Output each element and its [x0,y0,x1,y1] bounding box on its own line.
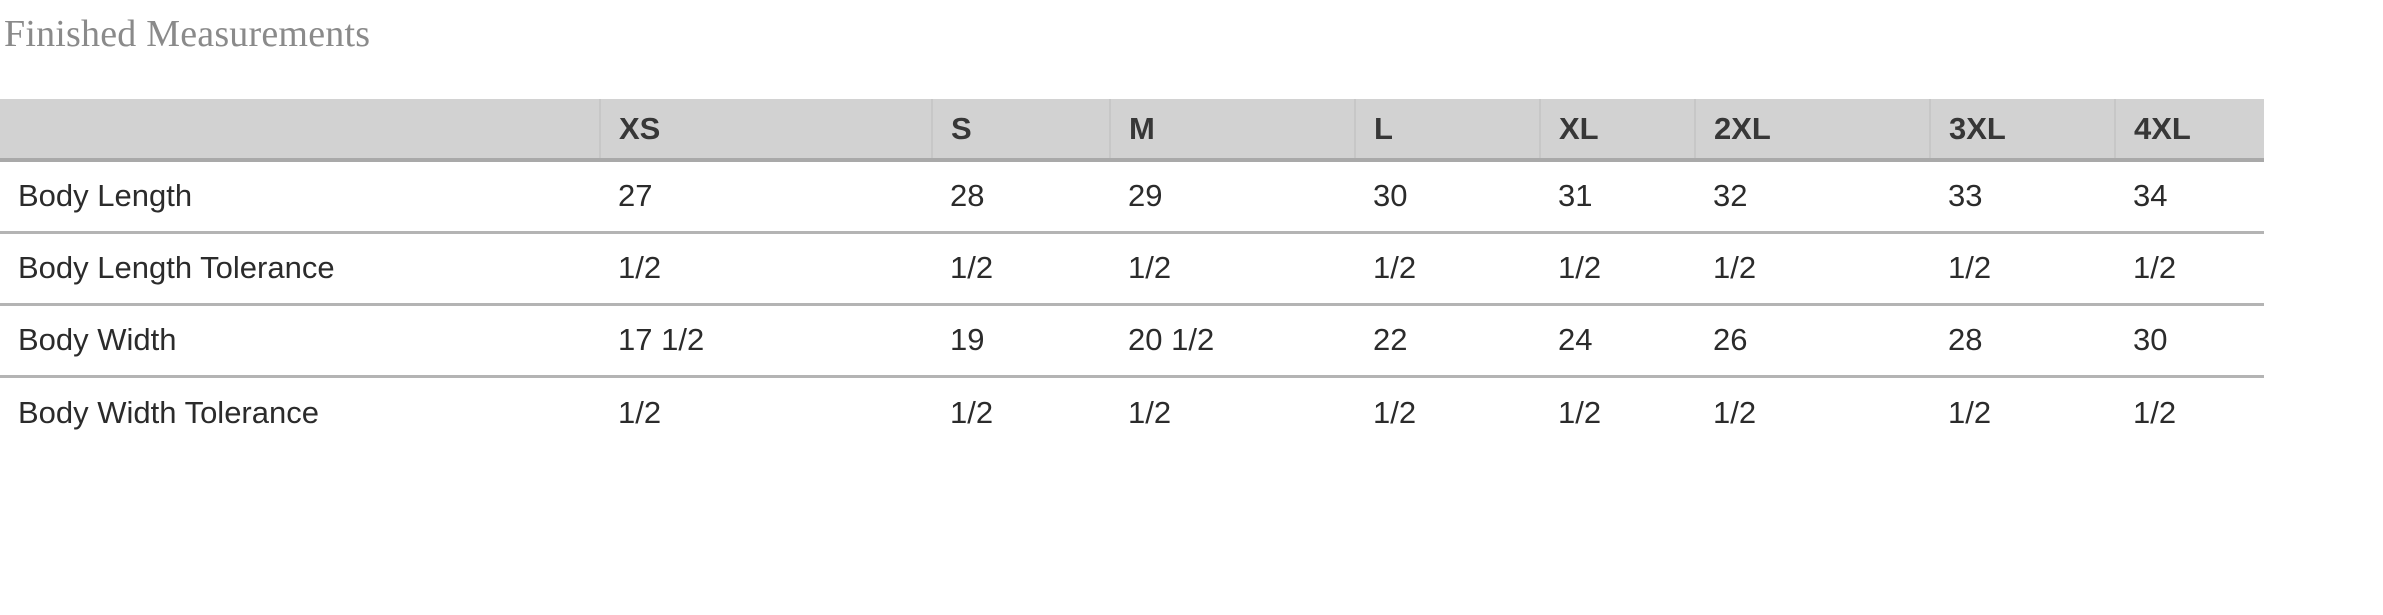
cell-s: 1/2 [932,232,1110,306]
column-header-m[interactable]: M [1109,99,1355,162]
cell-l: 22 [1355,304,1540,378]
cell-m: 20 1/2 [1110,304,1355,378]
row-label: Body Width [0,304,600,378]
column-header-xs[interactable]: XS [599,99,932,162]
cell-l: 30 [1355,160,1540,234]
cell-3xl: 1/2 [1948,394,1992,430]
cell-m: 29 [1110,160,1355,234]
cell-s: 19 [932,304,1110,378]
cell-4xl: 30 [2115,304,2264,378]
column-header-measurement [0,99,600,162]
column-header-xl[interactable]: XL [1539,99,1695,162]
cell-l: 1/2 [1373,394,1417,430]
cell-xl: 1/2 [1558,394,1602,430]
cell-m: 1/2 [1110,232,1355,306]
column-header-4xl[interactable]: 4XL [2114,99,2264,162]
cell-2xl: 1/2 [1695,232,1930,306]
column-header-3xl[interactable]: 3XL [1929,99,2115,162]
finished-measurements-table: XS S M L XL 2XL 3XL 4XL Body Length 27 2… [0,99,2264,448]
cell-xs: 1/2 [618,394,662,430]
column-header-s[interactable]: S [931,99,1110,162]
table-body: Body Length 27 28 29 30 31 32 33 34 Body… [0,160,2264,448]
cell-xl: 24 [1540,304,1695,378]
cell-3xl: 33 [1930,160,2115,234]
table-row: Body Width 17 1/2 19 20 1/2 22 24 26 28 … [0,304,2264,378]
cell-4xl: 1/2 [2133,394,2177,430]
cell-xl: 31 [1540,160,1695,234]
row-label: Body Length [0,160,600,234]
table-row: Body Width Tolerance 1/2 1/2 1/2 1/2 1/2… [0,376,2264,448]
table-row: Body Length 27 28 29 30 31 32 33 34 [0,160,2264,234]
cell-xs: 1/2 [600,232,932,306]
cell-s: 1/2 [950,394,994,430]
row-label: Body Width Tolerance [18,394,319,430]
cell-xl: 1/2 [1540,232,1695,306]
cell-xs: 17 1/2 [600,304,932,378]
column-header-2xl[interactable]: 2XL [1694,99,1930,162]
column-header-l[interactable]: L [1354,99,1540,162]
header-row: XS S M L XL 2XL 3XL 4XL [0,99,2264,162]
cell-xs: 27 [600,160,932,234]
cell-4xl: 1/2 [2115,232,2264,306]
cell-4xl: 34 [2115,160,2264,234]
cell-s: 28 [932,160,1110,234]
cell-2xl: 32 [1695,160,1930,234]
table-row: Body Length Tolerance 1/2 1/2 1/2 1/2 1/… [0,232,2264,306]
cell-3xl: 1/2 [1930,232,2115,306]
cell-3xl: 28 [1930,304,2115,378]
table-header: XS S M L XL 2XL 3XL 4XL [0,99,2264,162]
cell-2xl: 1/2 [1713,394,1757,430]
row-label: Body Length Tolerance [0,232,600,306]
page-title: Finished Measurements [4,13,371,55]
cell-2xl: 26 [1695,304,1930,378]
cell-l: 1/2 [1355,232,1540,306]
cell-m: 1/2 [1128,394,1172,430]
